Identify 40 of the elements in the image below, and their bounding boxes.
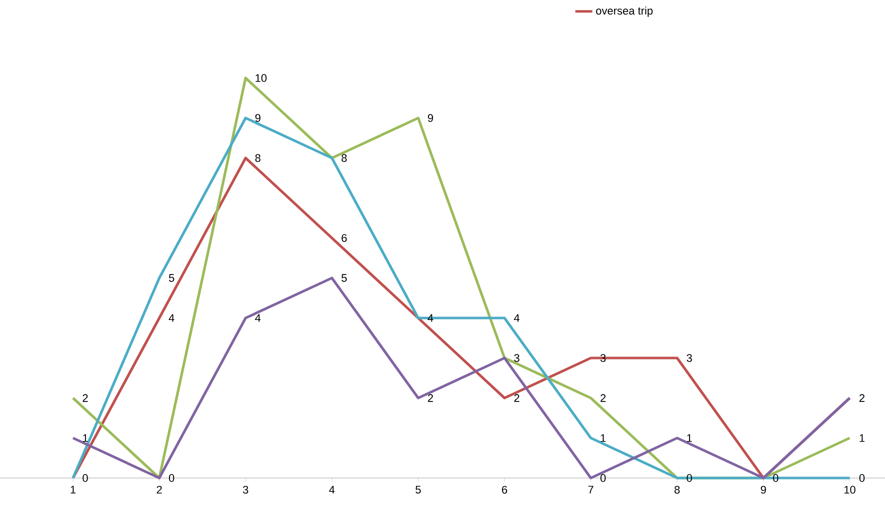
data-label: 8 (255, 154, 260, 162)
data-label: 2 (514, 394, 520, 402)
data-label: 1 (687, 434, 692, 442)
data-label: 0 (773, 474, 778, 482)
x-tick-label: 5 (416, 486, 421, 494)
data-label: 2 (82, 394, 88, 402)
data-label: 4 (255, 314, 261, 322)
data-label: 1 (600, 434, 606, 442)
data-label: 3 (686, 354, 692, 362)
data-label: 0 (859, 474, 865, 482)
x-tick-label: 2 (156, 486, 162, 494)
data-label: 2 (600, 394, 606, 402)
data-label: 2 (859, 394, 864, 402)
data-label: 5 (168, 274, 174, 282)
data-label: 10 (256, 74, 267, 82)
data-label: 0 (82, 474, 88, 482)
data-label: 1 (83, 434, 88, 442)
data-label: 1 (860, 434, 864, 442)
x-tick-label: 4 (329, 486, 335, 494)
legend-label: oversea trip (596, 6, 653, 17)
data-label: 4 (428, 314, 434, 322)
data-label: 0 (600, 474, 606, 482)
x-tick-label: 6 (502, 486, 508, 494)
x-tick-label: 8 (674, 486, 680, 494)
data-label: 2 (428, 394, 433, 402)
data-label: 9 (428, 114, 433, 122)
data-label: 3 (600, 354, 606, 362)
data-label: 6 (342, 234, 347, 242)
x-tick-label: 10 (844, 486, 856, 494)
data-label: 4 (168, 314, 174, 322)
data-label: 4 (514, 314, 520, 322)
data-label: 3 (514, 354, 520, 362)
x-tick-label: 1 (70, 486, 76, 494)
x-tick-label: 7 (588, 486, 594, 494)
data-label: 8 (342, 154, 347, 162)
x-tick-label: 3 (242, 486, 248, 494)
x-tick-label: 9 (760, 486, 766, 494)
data-label: 5 (342, 274, 347, 282)
data-label: 9 (255, 114, 260, 122)
data-label: 0 (168, 474, 174, 482)
